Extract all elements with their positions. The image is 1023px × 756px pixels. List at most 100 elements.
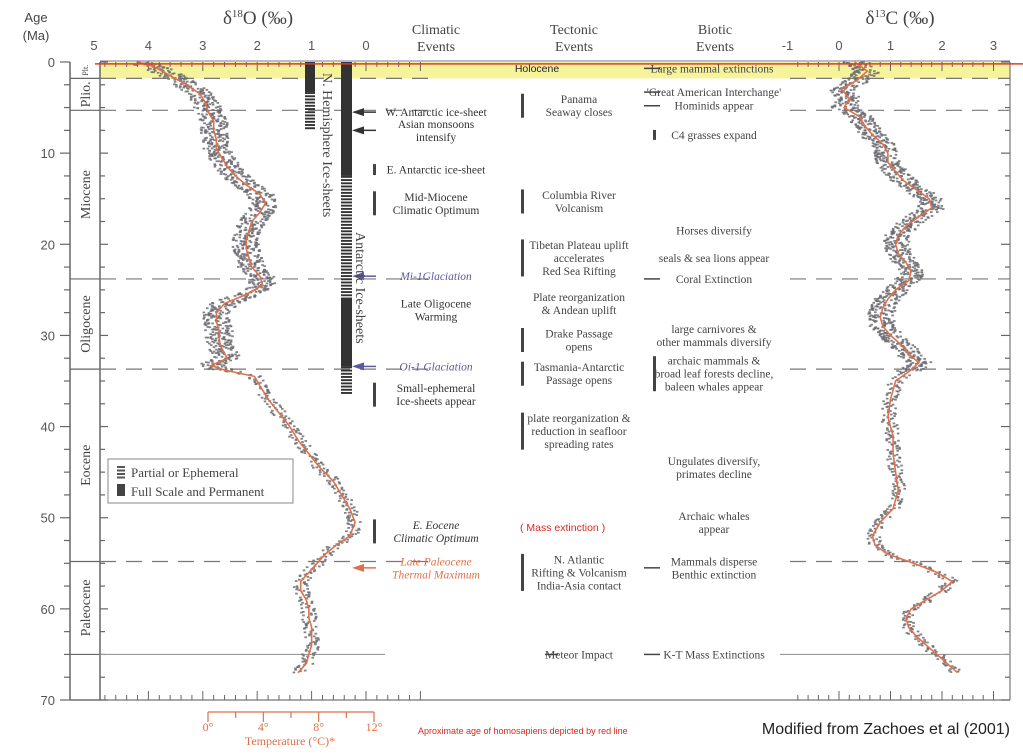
- d18o-point: [205, 319, 209, 322]
- d18o-point: [271, 409, 274, 412]
- d13c-point: [890, 556, 893, 559]
- d13c-point: [873, 320, 877, 323]
- d18o-point: [359, 521, 362, 523]
- d18o-point: [243, 253, 247, 256]
- d13c-point: [893, 157, 897, 160]
- d13c-point: [914, 276, 917, 279]
- antarctic-ice-partial-stripe: [341, 175, 352, 178]
- d18o-point: [230, 302, 234, 304]
- d13c-point: [901, 286, 904, 289]
- d18o-point: [218, 298, 222, 301]
- d13c-point: [908, 251, 911, 253]
- d13c-point: [874, 316, 878, 319]
- d18o-point: [219, 128, 223, 130]
- d13c-point: [912, 564, 915, 567]
- d13c-point: [879, 155, 883, 158]
- antarctic-ice-partial-stripe: [341, 287, 352, 290]
- d13c-scatter: [829, 60, 961, 673]
- d13c-point: [897, 381, 900, 384]
- d13c-point: [885, 336, 889, 339]
- d18o-point: [333, 476, 337, 479]
- d18o-point: [235, 244, 239, 247]
- d18o-point: [219, 317, 222, 320]
- d18o-point: [253, 213, 257, 216]
- d18o-point: [325, 546, 329, 548]
- d13c-point: [848, 65, 851, 67]
- d18o-point: [152, 68, 156, 71]
- d18o-point: [224, 338, 227, 341]
- d18o-point: [150, 71, 154, 74]
- d13c-point: [897, 162, 900, 165]
- d13c-point: [897, 261, 900, 264]
- d13c-point: [888, 172, 892, 175]
- d13c-point: [875, 518, 879, 521]
- d18o-point: [307, 593, 311, 596]
- d13c-point: [879, 539, 882, 542]
- d13c-point: [897, 493, 901, 495]
- legend-partial-swatch: [117, 466, 125, 479]
- d18o-point: [180, 89, 183, 91]
- d18o-point: [203, 102, 207, 105]
- d18o-point: [268, 195, 271, 198]
- d13c-point: [887, 335, 891, 338]
- d18o-point: [289, 434, 293, 436]
- d18o-point: [250, 214, 253, 216]
- d18o-point: [207, 106, 210, 109]
- d13c-point: [848, 115, 851, 118]
- d18o-point: [279, 416, 282, 418]
- biotic-event: large carnivores &other mammals diversif…: [657, 324, 772, 349]
- d13c-point: [882, 139, 885, 142]
- d18o-point: [298, 600, 301, 602]
- d13c-point: [948, 669, 951, 672]
- d13c-point: [901, 252, 905, 254]
- d18o-point: [239, 229, 243, 232]
- d13c-point: [868, 529, 872, 532]
- d13c-point: [896, 393, 900, 396]
- d13c-point: [919, 369, 922, 372]
- d18o-point: [321, 563, 325, 566]
- d18o-point: [193, 102, 197, 104]
- d13c-point: [933, 203, 936, 206]
- d13c-point: [947, 589, 950, 591]
- d13c-point: [876, 314, 880, 317]
- d18o-point: [245, 253, 249, 256]
- biotic-event-text: appear: [699, 524, 730, 536]
- d18o-point: [251, 224, 254, 227]
- event-bar-marker: [373, 519, 376, 544]
- d13c-point: [843, 88, 847, 90]
- d18o-point: [166, 67, 169, 70]
- d18o-point: [248, 296, 251, 299]
- d13c-point: [939, 197, 943, 200]
- d18o-point: [229, 348, 233, 351]
- biotic-event-text: Hominids appear: [675, 101, 754, 113]
- d18o-point: [218, 316, 221, 318]
- d13c-point: [881, 407, 884, 410]
- d13c-point: [905, 220, 908, 223]
- d13c-point: [891, 179, 895, 182]
- d18o-point: [346, 498, 349, 501]
- d18o-point: [248, 377, 252, 380]
- d18o-point: [247, 183, 251, 185]
- d13c-point: [889, 508, 893, 511]
- d13c-point: [935, 208, 939, 211]
- d13c-point: [918, 643, 921, 646]
- d13c-point: [940, 588, 943, 590]
- d18o-point: [227, 320, 231, 323]
- antarctic-ice-partial-stripe: [341, 230, 352, 233]
- d13c-point: [841, 111, 845, 114]
- d18o-point: [257, 282, 261, 284]
- d13c-point: [884, 513, 887, 515]
- d18o-point: [253, 261, 257, 264]
- d18o-point: [220, 349, 223, 352]
- d13c-title-delta: δ: [865, 8, 874, 29]
- d18o-point: [209, 310, 213, 313]
- d13c-point: [898, 448, 901, 450]
- d18o-point: [216, 102, 220, 104]
- tectonic-header-line1: Tectonic: [550, 23, 598, 38]
- d18o-point: [218, 110, 221, 113]
- d18o-point: [275, 401, 278, 404]
- d13c-point: [940, 586, 944, 589]
- d13c-point: [883, 403, 887, 406]
- d18o-point: [301, 435, 305, 438]
